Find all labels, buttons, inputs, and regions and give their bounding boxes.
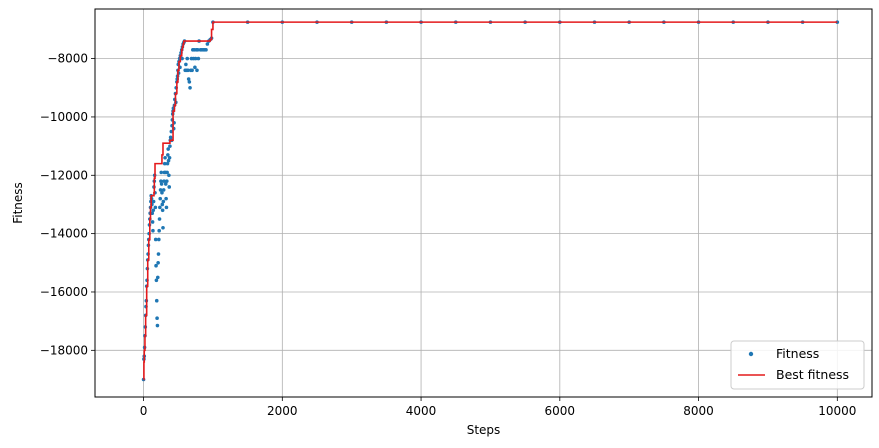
x-tick-label: 6000	[545, 404, 576, 418]
fitness-point	[163, 182, 168, 186]
y-tick-label: −18000	[40, 343, 88, 357]
x-tick-label: 0	[140, 404, 148, 418]
legend: Fitness Best fitness	[730, 340, 865, 390]
fitness-point	[190, 68, 194, 73]
fitness-point	[162, 161, 167, 166]
fitness-point	[167, 155, 172, 160]
fitness-point	[151, 199, 156, 204]
fitness-point	[195, 68, 199, 73]
legend-fitness-label: Fitness	[776, 346, 819, 361]
fitness-point	[161, 188, 166, 192]
fitness-point	[193, 56, 198, 61]
best-fitness-line	[143, 21, 838, 381]
fitness-point	[162, 179, 166, 183]
fitness-point	[157, 217, 162, 221]
y-tick-label: −12000	[40, 168, 88, 182]
fitness-point	[196, 56, 201, 61]
legend-best-label: Best fitness	[776, 367, 849, 382]
fitness-point	[166, 158, 171, 163]
plot-area	[141, 20, 840, 382]
fitness-point	[150, 220, 155, 224]
fitness-point	[186, 77, 191, 81]
fitness-point	[165, 179, 169, 183]
fitness-point	[184, 62, 188, 67]
x-tick-label: 10000	[818, 404, 856, 418]
y-tick-label: −16000	[40, 285, 88, 299]
y-axis-label: Fitness	[11, 182, 25, 224]
fitness-point	[166, 147, 170, 151]
fitness-point	[161, 225, 165, 230]
fitness-point	[155, 275, 160, 280]
fitness-point	[164, 205, 169, 210]
fitness-point	[186, 68, 190, 73]
fitness-point	[159, 179, 163, 183]
fitness-point	[158, 205, 162, 210]
fitness-point	[168, 144, 172, 148]
fitness-point	[165, 161, 170, 166]
fitness-point	[180, 56, 184, 61]
fitness-point	[155, 316, 159, 321]
fitness-point	[193, 65, 197, 70]
fitness-point	[158, 188, 163, 192]
fitness-point	[188, 85, 192, 90]
fitness-point	[157, 228, 161, 233]
fitness-point	[159, 170, 164, 175]
fitness-point	[159, 182, 164, 186]
fitness-point	[151, 228, 155, 233]
fitness-point	[158, 196, 163, 201]
fitness-point	[160, 208, 165, 213]
fitness-point	[154, 263, 158, 268]
fitness-point	[160, 190, 164, 195]
fitness-point	[157, 237, 161, 242]
y-tick-label: −8000	[47, 52, 88, 66]
fitness-point	[156, 261, 160, 265]
y-tick-label: −10000	[40, 110, 88, 124]
fitness-point	[204, 48, 208, 52]
fitness-point	[151, 208, 156, 213]
fitness-point	[167, 173, 171, 178]
fitness-point	[155, 323, 160, 328]
fitness-point	[166, 153, 170, 157]
fitness-point	[164, 196, 168, 201]
x-tick-label: 2000	[267, 404, 298, 418]
fitness-point	[163, 155, 167, 160]
fitness-point	[160, 202, 165, 207]
fitness-point	[185, 56, 190, 61]
fitness-point	[153, 205, 158, 210]
fitness-point	[167, 185, 172, 189]
axes-frame	[94, 8, 873, 398]
fitness-point	[195, 48, 200, 52]
fitness-point	[168, 135, 173, 140]
fitness-point	[154, 278, 159, 283]
x-tick-label: 8000	[683, 404, 714, 418]
y-tick-label: −14000	[40, 227, 88, 241]
x-tick-label: 4000	[406, 404, 437, 418]
fitness-point	[169, 129, 174, 134]
fitness-point	[153, 237, 158, 242]
fitness-point	[165, 170, 169, 175]
fitness-point	[161, 199, 166, 204]
fitness-point	[205, 42, 210, 46]
ticks: 0 2000 4000 6000 8000 10000 −18000 −16000 −14000…	[40, 52, 857, 418]
fitness-point	[156, 252, 161, 256]
fitness-point	[150, 211, 155, 216]
legend-fitness-marker	[748, 351, 754, 357]
legend-box	[730, 340, 865, 390]
x-axis-label: Steps	[467, 423, 501, 437]
fitness-point	[154, 298, 159, 303]
fitness-point	[187, 80, 192, 84]
